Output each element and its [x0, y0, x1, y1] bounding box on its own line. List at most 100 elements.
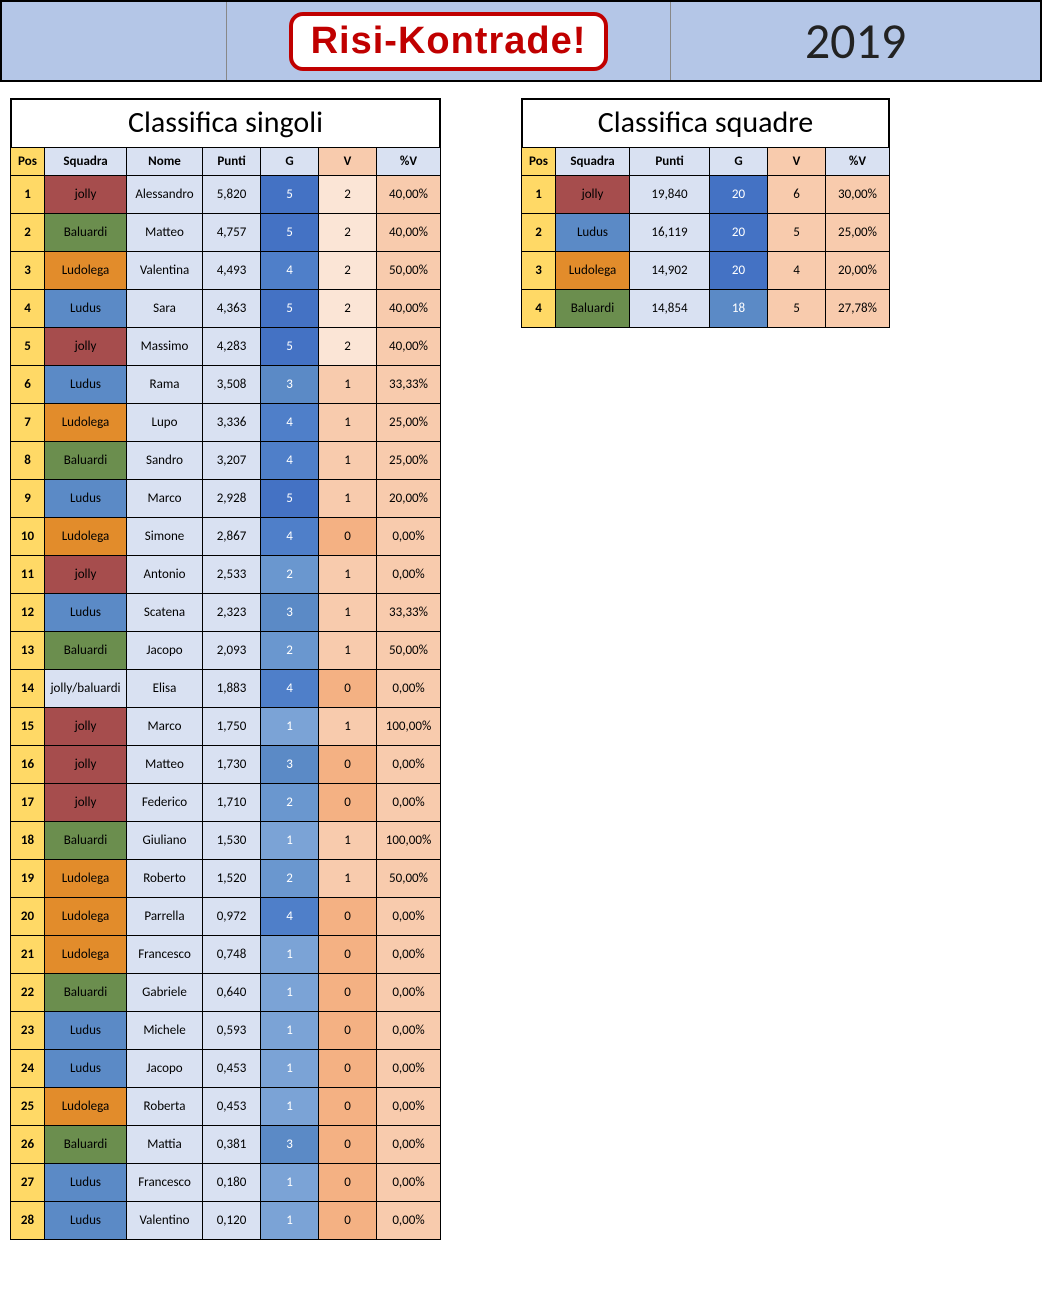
cell-punti: 0,593 [203, 1012, 261, 1050]
cell-nome: Sara [127, 290, 203, 328]
cell-nome: Rama [127, 366, 203, 404]
cell-punti: 2,093 [203, 632, 261, 670]
cell-punti: 0,381 [203, 1126, 261, 1164]
cell-punti: 19,840 [630, 176, 710, 214]
cell-punti: 1,883 [203, 670, 261, 708]
cell-nome: Lupo [127, 404, 203, 442]
table-row: 27LudusFrancesco0,180100,00% [11, 1164, 441, 1202]
cell-g: 5 [261, 480, 319, 518]
cell-v: 1 [319, 404, 377, 442]
cell-squadra: Ludolega [45, 252, 127, 290]
cell-g: 1 [261, 1050, 319, 1088]
cell-pos: 11 [11, 556, 45, 594]
cell-pv: 100,00% [377, 708, 441, 746]
singoli-wrap: Classifica singoli Pos Squadra Nome Punt… [10, 98, 441, 1240]
cell-pos: 20 [11, 898, 45, 936]
cell-nome: Giuliano [127, 822, 203, 860]
cell-pv: 33,33% [377, 366, 441, 404]
table-row: 5jollyMassimo4,2835240,00% [11, 328, 441, 366]
cell-v: 1 [319, 860, 377, 898]
singoli-table: Pos Squadra Nome Punti G V %V 1jollyAles… [10, 147, 441, 1240]
cell-g: 3 [261, 594, 319, 632]
cell-nome: Jacopo [127, 1050, 203, 1088]
cell-pv: 0,00% [377, 518, 441, 556]
col-punti: Punti [630, 148, 710, 176]
cell-pv: 25,00% [377, 442, 441, 480]
cell-pos: 1 [522, 176, 556, 214]
cell-pv: 40,00% [377, 176, 441, 214]
cell-squadra: jolly [556, 176, 630, 214]
cell-punti: 1,520 [203, 860, 261, 898]
table-row: 24LudusJacopo0,453100,00% [11, 1050, 441, 1088]
cell-nome: Mattia [127, 1126, 203, 1164]
cell-squadra: jolly [45, 176, 127, 214]
cell-squadra: Ludus [45, 366, 127, 404]
table-row: 16jollyMatteo1,730300,00% [11, 746, 441, 784]
cell-nome: Alessandro [127, 176, 203, 214]
cell-pv: 0,00% [377, 784, 441, 822]
cell-pos: 10 [11, 518, 45, 556]
cell-nome: Valentina [127, 252, 203, 290]
cell-v: 0 [319, 670, 377, 708]
cell-squadra: Ludolega [556, 252, 630, 290]
header-bar: Risi-Kontrade! 2019 [0, 0, 1042, 82]
table-row: 11jollyAntonio2,533210,00% [11, 556, 441, 594]
cell-nome: Simone [127, 518, 203, 556]
cell-g: 18 [710, 290, 768, 328]
cell-pos: 24 [11, 1050, 45, 1088]
col-pv: %V [377, 148, 441, 176]
cell-nome: Sandro [127, 442, 203, 480]
cell-squadra: Ludus [45, 480, 127, 518]
cell-g: 5 [261, 176, 319, 214]
cell-punti: 0,180 [203, 1164, 261, 1202]
cell-v: 1 [319, 442, 377, 480]
cell-pos: 2 [11, 214, 45, 252]
cell-punti: 2,867 [203, 518, 261, 556]
cell-nome: Francesco [127, 1164, 203, 1202]
table-row: 3Ludolega14,90220420,00% [522, 252, 890, 290]
cell-pos: 23 [11, 1012, 45, 1050]
cell-g: 20 [710, 214, 768, 252]
cell-squadra: Ludolega [45, 518, 127, 556]
cell-punti: 1,750 [203, 708, 261, 746]
col-g: G [710, 148, 768, 176]
cell-squadra: Ludus [45, 290, 127, 328]
cell-squadra: Ludolega [45, 404, 127, 442]
cell-pos: 5 [11, 328, 45, 366]
cell-pos: 8 [11, 442, 45, 480]
cell-squadra: Baluardi [45, 214, 127, 252]
cell-squadra: Ludus [45, 1012, 127, 1050]
cell-pos: 12 [11, 594, 45, 632]
cell-g: 20 [710, 252, 768, 290]
cell-pos: 1 [11, 176, 45, 214]
cell-v: 1 [319, 556, 377, 594]
cell-pv: 0,00% [377, 898, 441, 936]
header-year: 2019 [670, 2, 1040, 80]
table-row: 19LudolegaRoberto1,5202150,00% [11, 860, 441, 898]
cell-pos: 22 [11, 974, 45, 1012]
cell-g: 5 [261, 214, 319, 252]
cell-nome: Roberto [127, 860, 203, 898]
cell-pv: 0,00% [377, 746, 441, 784]
cell-punti: 16,119 [630, 214, 710, 252]
cell-g: 5 [261, 290, 319, 328]
table-row: 28LudusValentino0,120100,00% [11, 1202, 441, 1240]
table-row: 20LudolegaParrella0,972400,00% [11, 898, 441, 936]
col-pos: Pos [522, 148, 556, 176]
table-row: 15jollyMarco1,75011100,00% [11, 708, 441, 746]
cell-v: 0 [319, 1164, 377, 1202]
cell-nome: Elisa [127, 670, 203, 708]
cell-g: 4 [261, 670, 319, 708]
col-squadra: Squadra [45, 148, 127, 176]
cell-punti: 2,323 [203, 594, 261, 632]
cell-squadra: Ludolega [45, 936, 127, 974]
cell-g: 3 [261, 746, 319, 784]
cell-nome: Francesco [127, 936, 203, 974]
cell-g: 1 [261, 974, 319, 1012]
cell-pv: 0,00% [377, 556, 441, 594]
cell-g: 4 [261, 404, 319, 442]
table-row: 23LudusMichele0,593100,00% [11, 1012, 441, 1050]
cell-pv: 25,00% [826, 214, 890, 252]
cell-nome: Scatena [127, 594, 203, 632]
cell-pos: 27 [11, 1164, 45, 1202]
